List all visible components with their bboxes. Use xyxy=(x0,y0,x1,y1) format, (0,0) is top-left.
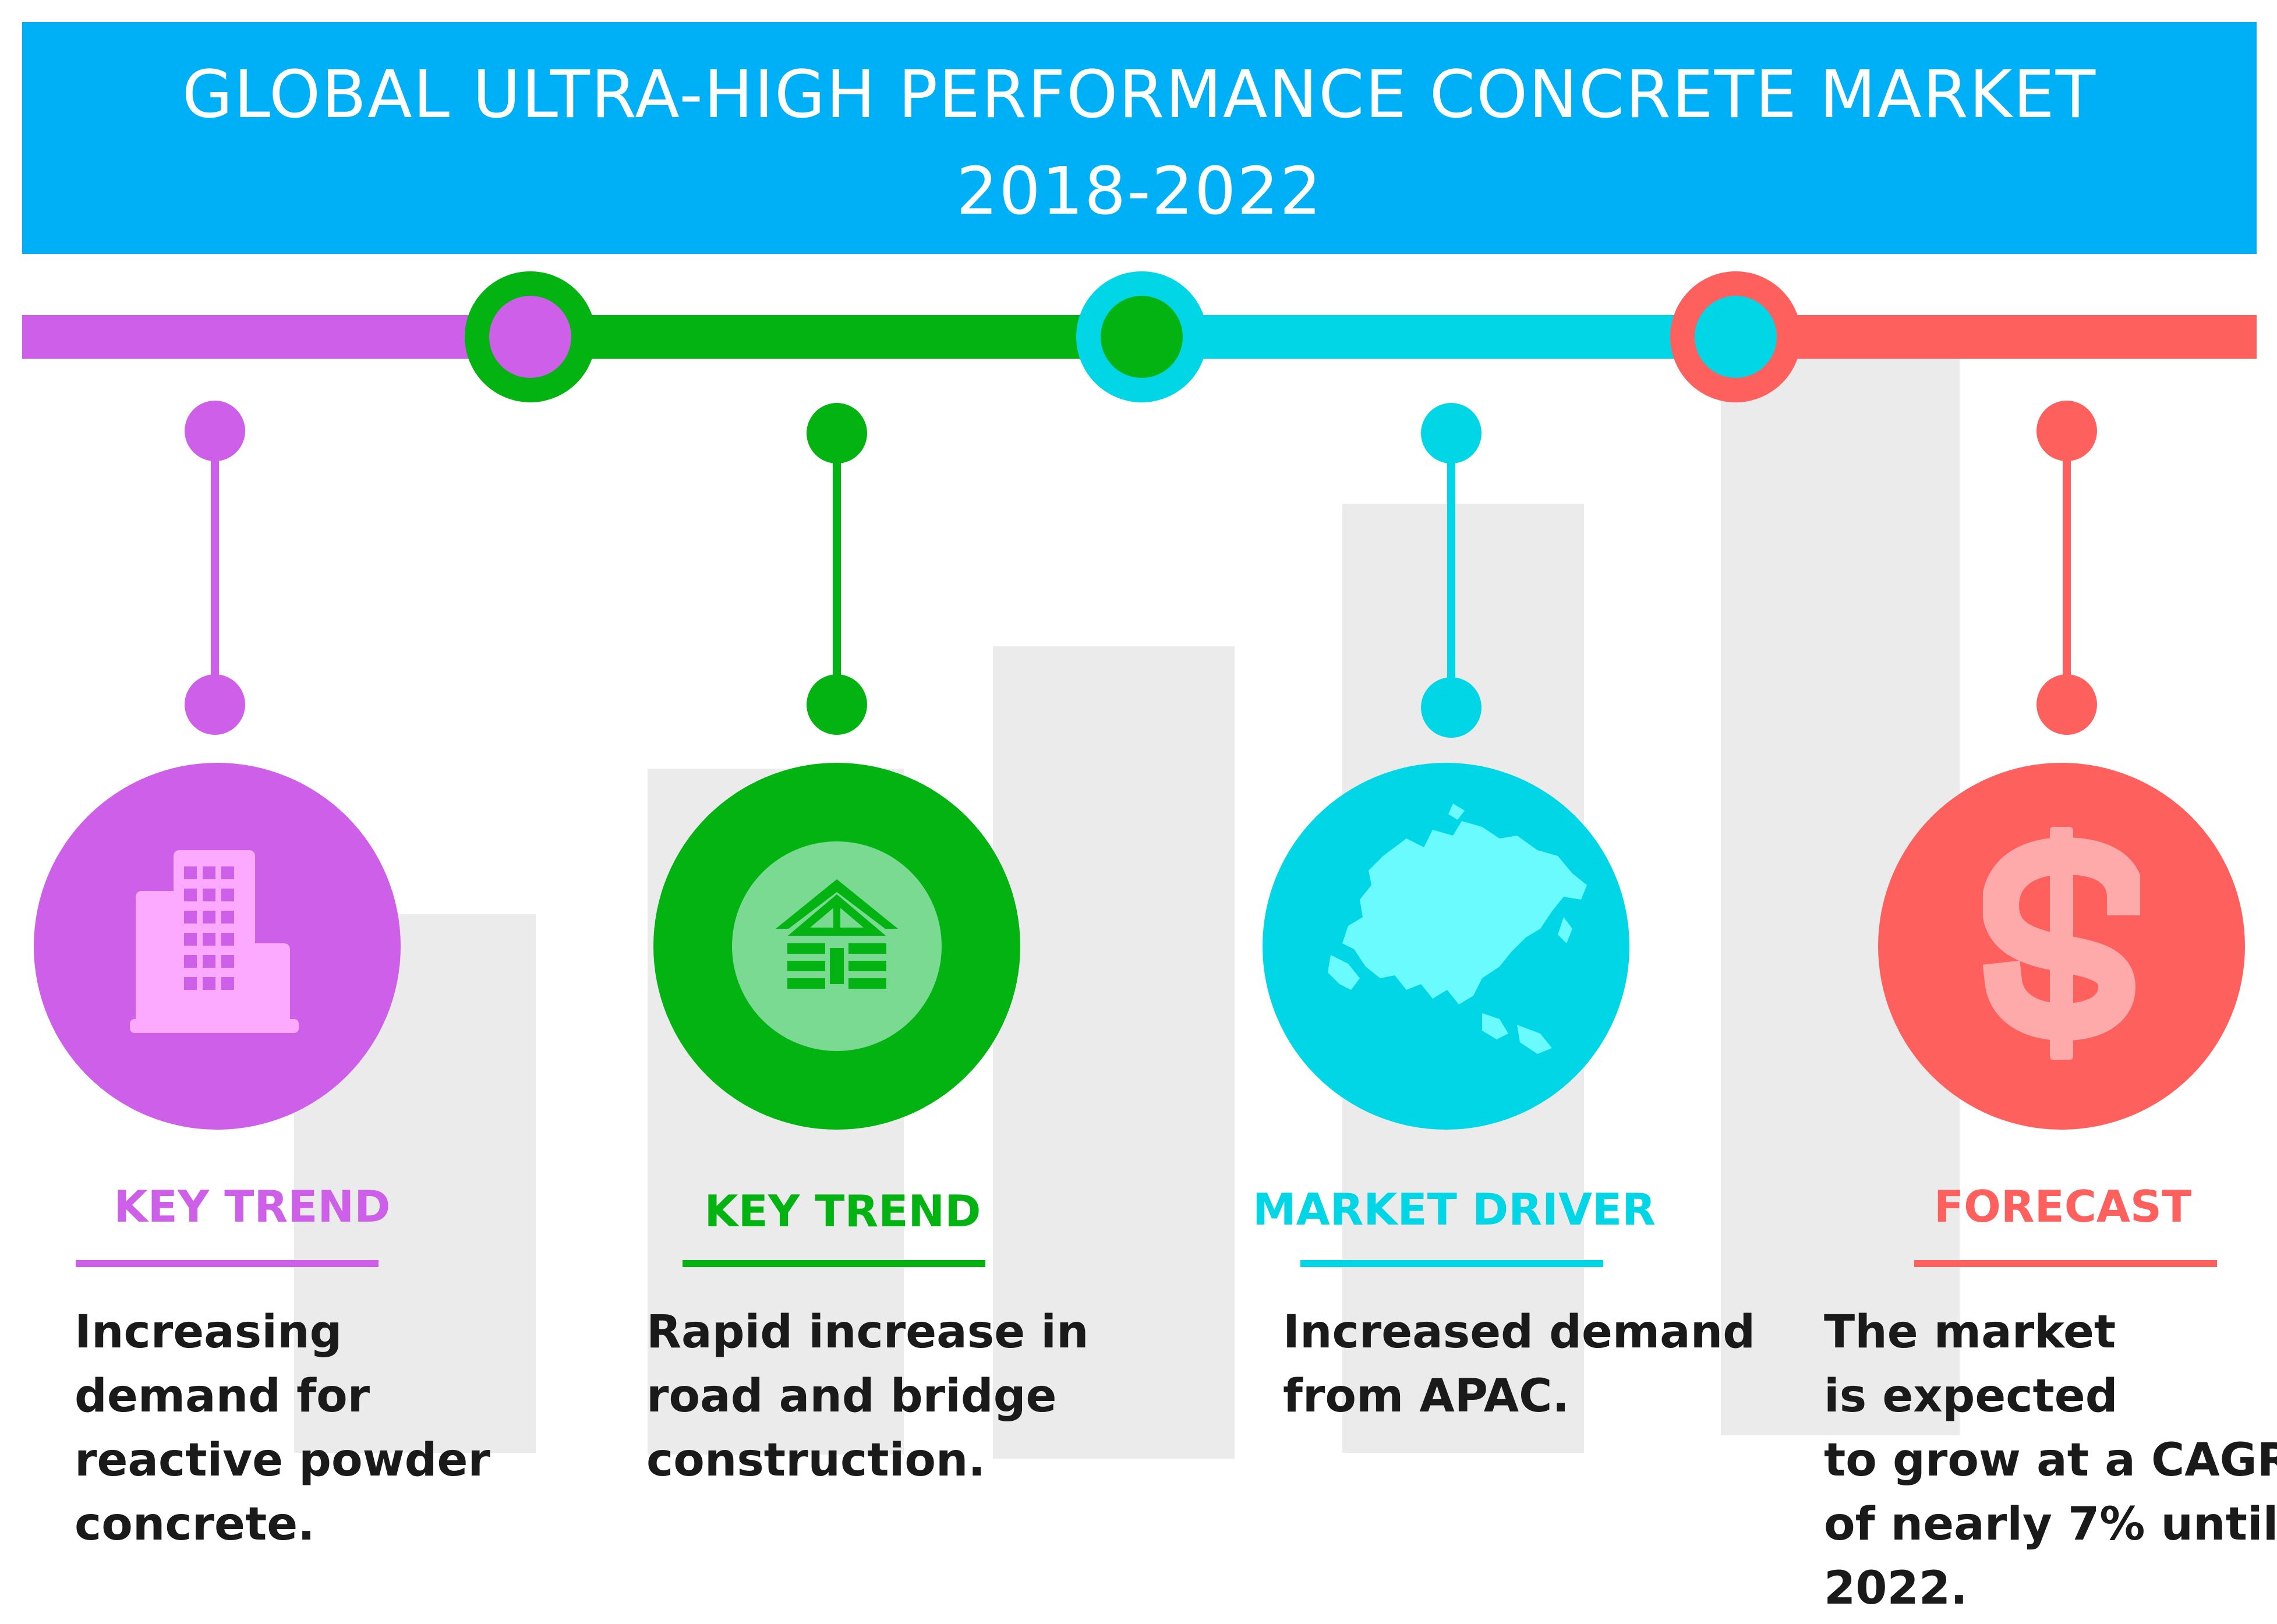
column-4-label: FORECAST xyxy=(1933,1181,2192,1232)
title-line-2: 2018-2022 xyxy=(956,154,1323,229)
timeline-segment-red xyxy=(1738,315,2257,359)
connector-bottom-dot xyxy=(1421,677,1482,738)
column-3-label: MARKET DRIVER xyxy=(1253,1184,1656,1235)
column-3-underline xyxy=(1300,1260,1603,1267)
column-4-description: The market is expected to grow at a CAGR… xyxy=(1824,1306,2277,1615)
timeline-node-2-inner xyxy=(1101,296,1183,378)
column-3-description: Increased demand from APAC. xyxy=(1283,1306,1756,1423)
bridge-house-icon xyxy=(770,873,904,996)
timeline-segment-cyan xyxy=(1141,315,1741,359)
asia-map-icon xyxy=(1307,804,1599,1083)
dollar-icon xyxy=(1983,827,2140,1060)
header-banner xyxy=(22,22,2257,254)
timeline-segment-purple xyxy=(22,315,546,359)
column-1-label: KEY TREND xyxy=(114,1181,391,1232)
connector-bottom-dot xyxy=(185,674,245,735)
column-1-description: Increasing demand for reactive powder co… xyxy=(75,1306,490,1551)
connector-stem xyxy=(1447,433,1455,707)
connector-stem xyxy=(2063,431,2071,705)
connector-stem xyxy=(833,433,841,707)
column-2-underline xyxy=(683,1260,985,1267)
column-2-label: KEY TREND xyxy=(704,1186,981,1237)
column-1-underline xyxy=(76,1260,379,1267)
title-line-1: GLOBAL ULTRA-HIGH PERFORMANCE CONCRETE M… xyxy=(182,57,2097,133)
timeline-segment-green xyxy=(533,315,1153,359)
connector-stem xyxy=(211,431,219,705)
connector-bottom-dot xyxy=(2036,674,2097,735)
connector-bottom-dot xyxy=(807,674,867,735)
building-icon xyxy=(127,850,302,1036)
column-4-underline xyxy=(1914,1260,2217,1267)
timeline-node-3-inner xyxy=(1695,296,1777,378)
background-bar-3 xyxy=(993,646,1235,1459)
timeline-node-1-inner xyxy=(489,296,571,378)
page-title: GLOBAL ULTRA-HIGH PERFORMANCE CONCRETE M… xyxy=(22,47,2257,240)
column-2-description: Rapid increase in road and bridge constr… xyxy=(646,1306,1089,1487)
